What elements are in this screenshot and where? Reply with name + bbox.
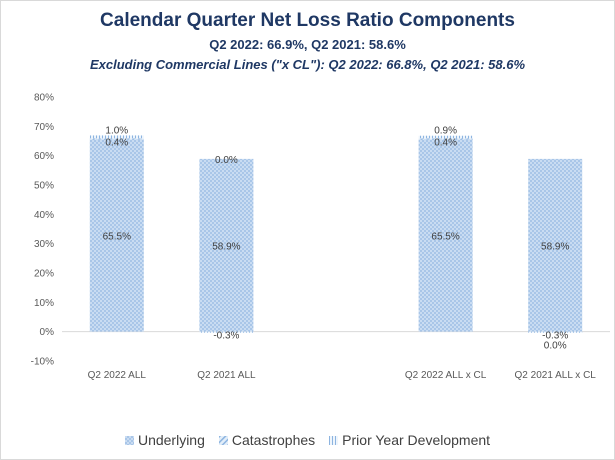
y-tick-label: 80% — [34, 93, 54, 104]
y-tick-label: 40% — [34, 210, 54, 221]
x-tick-label: Q2 2021 ALL x CL — [515, 370, 597, 381]
legend-label-catastrophes: Catastrophes — [231, 432, 316, 448]
data-label: 0.0% — [215, 155, 238, 166]
legend-item-prior-year-development: Prior Year Development — [329, 432, 490, 448]
data-label: 0.4% — [434, 138, 457, 149]
bar-catastrophes — [89, 138, 144, 140]
bar-prior-year-development — [528, 331, 583, 333]
chart-title: Calendar Quarter Net Loss Ratio Componen… — [100, 10, 515, 31]
bar-prior-year-development — [89, 135, 144, 139]
y-tick-label: 50% — [34, 181, 54, 192]
legend-swatch-prior-year-development — [329, 435, 339, 445]
data-label: 1.0% — [105, 125, 128, 136]
y-tick-label: 10% — [34, 298, 54, 309]
legend-swatch-underlying — [124, 435, 134, 445]
bar-prior-year-development — [418, 135, 473, 139]
data-label: 58.9% — [541, 241, 569, 252]
data-label: 65.5% — [431, 232, 459, 243]
data-label: 0.4% — [105, 137, 128, 148]
y-tick-label: -10% — [31, 357, 54, 368]
legend-label-prior-year-development: Prior Year Development — [342, 432, 491, 448]
bar-underlying — [89, 139, 144, 332]
legend-label-underlying: Underlying — [137, 432, 205, 448]
data-label: -0.3% — [542, 331, 568, 342]
bar-underlying — [199, 158, 254, 332]
x-tick-label: Q2 2022 ALL — [88, 370, 147, 381]
data-label: 0.0% — [544, 341, 567, 352]
chart-subtitle: Q2 2022: 66.9%, Q2 2021: 58.6% — [209, 37, 406, 52]
data-label: 65.5% — [103, 232, 131, 243]
bar-underlying — [528, 158, 583, 332]
data-label: -0.3% — [213, 331, 239, 342]
legend-item-catastrophes: Catastrophes — [218, 432, 316, 448]
y-tick-label: 70% — [34, 122, 54, 133]
x-tick-label: Q2 2021 ALL — [197, 370, 256, 381]
bar-prior-year-development — [199, 331, 254, 333]
y-tick-label: 60% — [34, 151, 54, 162]
bar-underlying — [418, 139, 473, 332]
y-tick-label: 0% — [40, 327, 55, 338]
chart-subtitle-excluding-cl: Excluding Commercial Lines ("x CL"): Q2 … — [90, 57, 525, 72]
chart-legend: Underlying Catastrophes Prior Year Devel… — [0, 432, 615, 448]
data-label: 58.9% — [212, 241, 240, 252]
legend-swatch-catastrophes — [218, 435, 228, 445]
y-tick-label: 30% — [34, 239, 54, 250]
legend-item-underlying: Underlying — [124, 432, 205, 448]
y-tick-label: 20% — [34, 269, 54, 280]
data-label: 0.9% — [434, 126, 457, 137]
x-tick-label: Q2 2022 ALL x CL — [405, 370, 487, 381]
bar-catastrophes — [418, 138, 473, 140]
